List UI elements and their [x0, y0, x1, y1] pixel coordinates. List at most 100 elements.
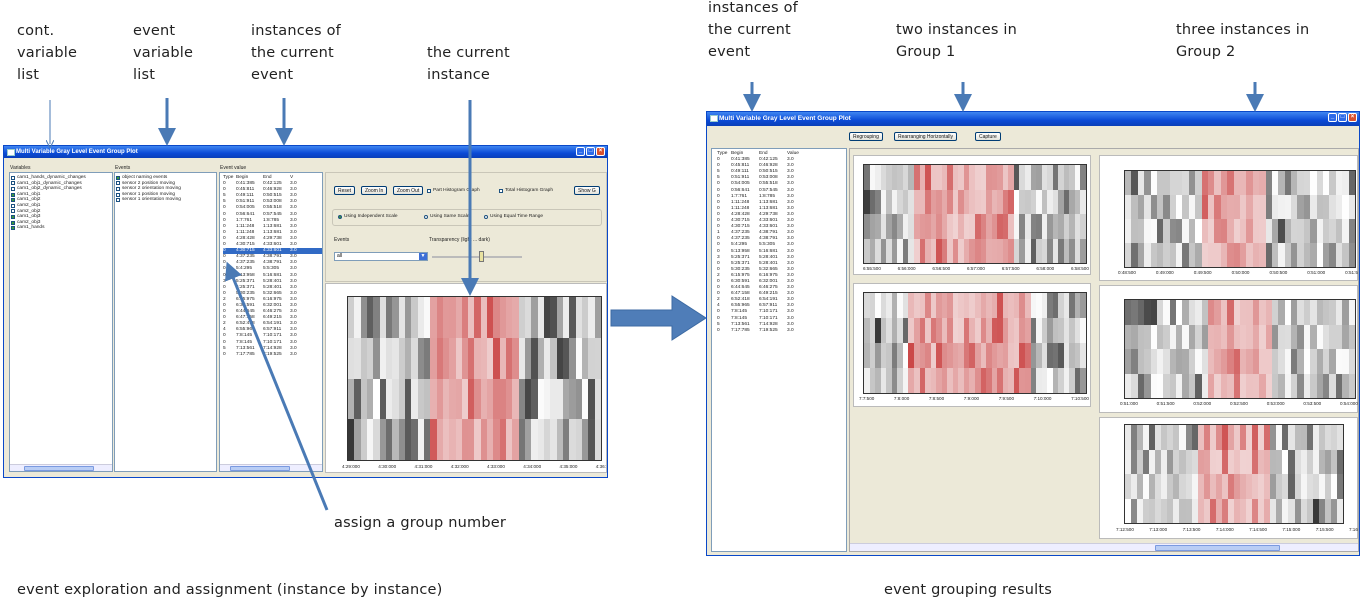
table-row[interactable]: 0 4:30:715 4:33:601 3.0 [717, 218, 846, 224]
list-item[interactable]: sensor 2 position moving [115, 181, 216, 187]
checkbox[interactable] [116, 181, 120, 186]
table-row[interactable]: 0 7:17:785 7:19:525 3.0 [717, 328, 846, 334]
table-row[interactable]: 0 7:8:145 7:10:171 3.0 [717, 316, 846, 322]
instances-scrollbar[interactable] [220, 464, 322, 471]
table-row[interactable]: 1 4:37:235 4:38:791 3.0 [717, 230, 846, 236]
zoom-out-button[interactable]: Zoom Out [393, 186, 424, 195]
capture-button[interactable]: Capture [975, 132, 1001, 141]
part-histogram-checkbox[interactable]: Part Histogram Graph [426, 188, 480, 194]
column-header[interactable]: Type [223, 175, 234, 180]
transparency-slider[interactable] [432, 251, 522, 263]
table-row[interactable]: 0 5:13:958 5:16:681 3.0 [717, 249, 846, 255]
table-row[interactable]: 0 7:17:785 7:19:525 3.0 [223, 352, 322, 358]
table-row[interactable]: 0 1:11:248 1:13:681 3.0 [223, 224, 322, 230]
checkbox[interactable] [116, 175, 120, 180]
table-row[interactable]: 0 1:11:248 1:13:681 3.0 [717, 206, 846, 212]
table-row[interactable]: 0 6:44:645 6:46:275 3.0 [717, 285, 846, 291]
list-item[interactable]: object naming events [115, 175, 216, 181]
checkbox[interactable] [11, 175, 15, 180]
table-row[interactable]: 0 7:8:145 7:10:171 3.0 [717, 309, 846, 315]
equal-time-range-radio[interactable]: Using Equal Time Range [483, 214, 543, 220]
table-row[interactable]: 0 0:54:005 0:55:518 3.0 [717, 181, 846, 187]
table-row[interactable]: 0 5:25:371 5:28:401 3.0 [717, 261, 846, 267]
chevron-down-icon[interactable]: ▼ [419, 253, 427, 260]
independent-scale-radio[interactable]: Using Independent Scale [337, 214, 398, 220]
checkbox[interactable] [11, 209, 15, 214]
table-row[interactable]: 0 5:30:235 5:32:665 3.0 [717, 267, 846, 273]
table-row[interactable]: 0 5:4:295 5:5:305 3.0 [717, 242, 846, 248]
table-row[interactable]: 5 0:49:111 0:50:515 3.0 [717, 169, 846, 175]
list-item[interactable]: cam1_hands [10, 225, 112, 231]
left-window-titlebar[interactable]: Multi Variable Gray Level Event Group Pl… [4, 146, 607, 158]
table-row[interactable]: 0 0:56:641 0:57:545 3.0 [717, 188, 846, 194]
list-item[interactable]: cam2_obj3 [10, 220, 112, 226]
table-row[interactable]: 2 6:15:975 6:16:975 3.0 [717, 273, 846, 279]
table-row[interactable]: 0 4:37:235 4:38:791 3.0 [223, 260, 322, 266]
table-row[interactable]: 5 7:13:561 7:14:928 3.0 [717, 322, 846, 328]
plots-scrollbar[interactable] [850, 543, 1358, 551]
table-row[interactable]: 0 0:41:385 0:42:125 3.0 [717, 157, 846, 163]
checkbox[interactable] [11, 214, 15, 219]
table-row[interactable]: 0 1:7:761 1:8:785 3.0 [717, 194, 846, 200]
right-window-titlebar[interactable]: Multi Variable Gray Level Event Group Pl… [707, 112, 1359, 126]
events-dropdown[interactable]: all ▼ [334, 252, 428, 261]
table-row[interactable]: 0 1:7:761 1:8:785 3.0 [223, 218, 322, 224]
checkbox[interactable] [11, 186, 15, 191]
close-icon[interactable]: × [1348, 113, 1357, 122]
list-item[interactable]: cam1_obj1 [10, 192, 112, 198]
table-row[interactable]: 0 1:11:248 1:13:681 3.0 [223, 230, 322, 236]
column-header[interactable]: Value [787, 151, 799, 156]
checkbox[interactable] [11, 192, 15, 197]
table-row[interactable]: 0 0:45:811 0:46:928 3.0 [717, 163, 846, 169]
table-row[interactable]: 0 6:30:591 6:32:001 3.0 [717, 279, 846, 285]
events-list[interactable]: object naming events sensor 2 position mo… [114, 172, 217, 472]
table-row[interactable]: 2 6:52:418 6:54:191 3.0 [717, 297, 846, 303]
table-row[interactable]: 0 0:41:385 0:42:125 3.0 [223, 181, 322, 187]
table-row[interactable]: 0 4:28:428 4:29:738 3.0 [223, 236, 322, 242]
column-header[interactable]: Begin [236, 175, 249, 180]
event-instances-table[interactable]: Type Begin End V 0 0:41:385 0:42:125 3.0 0 0:45:8… [219, 172, 323, 472]
list-item[interactable]: cam1_obj3 [10, 214, 112, 220]
list-item[interactable]: cam2_obj2 [10, 209, 112, 215]
list-item[interactable]: cam2_obj1 [10, 203, 112, 209]
table-row[interactable]: 0 4:30:715 4:33:601 3.0 [717, 224, 846, 230]
table-row[interactable]: 0 4:30:715 4:33:601 3.0 [223, 248, 322, 255]
minimize-icon[interactable]: _ [576, 147, 585, 156]
checkbox[interactable] [116, 198, 120, 203]
table-row[interactable]: 5 0:51:911 0:53:008 3.0 [223, 199, 322, 205]
grouped-instances-table[interactable]: Type Begin End Value 0 0:41:385 0:42:125 3.0 0 0:… [711, 148, 847, 552]
checkbox[interactable] [11, 181, 15, 186]
list-item[interactable]: sensor 2 orientation moving [115, 186, 216, 192]
total-histogram-checkbox[interactable]: Total Histogram Graph [498, 188, 553, 194]
checkbox[interactable] [116, 186, 120, 191]
close-icon[interactable]: × [596, 147, 605, 156]
table-row[interactable]: 3 5:25:371 5:28:401 3.0 [717, 255, 846, 261]
minimize-icon[interactable]: _ [1328, 113, 1337, 122]
show-graph-button[interactable]: Show G [574, 186, 600, 195]
column-header[interactable]: End [263, 175, 272, 180]
checkbox[interactable] [11, 220, 15, 225]
list-item[interactable]: cam1_obj1_dynamic_changes [10, 181, 112, 187]
maximize-icon[interactable]: □ [1338, 113, 1347, 122]
table-row[interactable]: 5 0:49:111 0:50:515 3.0 [223, 193, 322, 199]
column-header[interactable]: Begin [731, 151, 744, 156]
regrouping-button[interactable]: Regrouping [849, 132, 883, 141]
table-row[interactable]: 5 0:51:911 0:53:008 3.0 [717, 175, 846, 181]
list-item[interactable]: cam1_obj2 [10, 197, 112, 203]
column-header[interactable]: V [290, 175, 294, 180]
column-header[interactable]: Type [717, 151, 728, 156]
table-row[interactable]: 0 4:28:428 4:29:738 3.0 [717, 212, 846, 218]
same-scale-radio[interactable]: Using Same Scale [423, 214, 469, 220]
checkbox[interactable] [11, 198, 15, 203]
table-row[interactable]: 0 4:30:715 4:33:601 3.0 [223, 242, 322, 248]
checkbox[interactable] [11, 203, 15, 208]
column-header[interactable]: End [759, 151, 768, 156]
table-row[interactable]: 0 1:11:248 1:13:681 3.0 [717, 200, 846, 206]
table-row[interactable]: 0 5:4:295 5:5:305 3.0 [223, 266, 322, 272]
maximize-icon[interactable]: □ [586, 147, 595, 156]
list-item[interactable]: cam1_hands_dynamic_changes [10, 175, 112, 181]
table-row[interactable]: 0 0:54:005 0:55:518 3.0 [223, 205, 322, 211]
checkbox[interactable] [11, 226, 15, 231]
variables-scrollbar[interactable] [10, 464, 112, 471]
table-row[interactable]: 4 6:55:965 6:57:911 3.0 [717, 303, 846, 309]
